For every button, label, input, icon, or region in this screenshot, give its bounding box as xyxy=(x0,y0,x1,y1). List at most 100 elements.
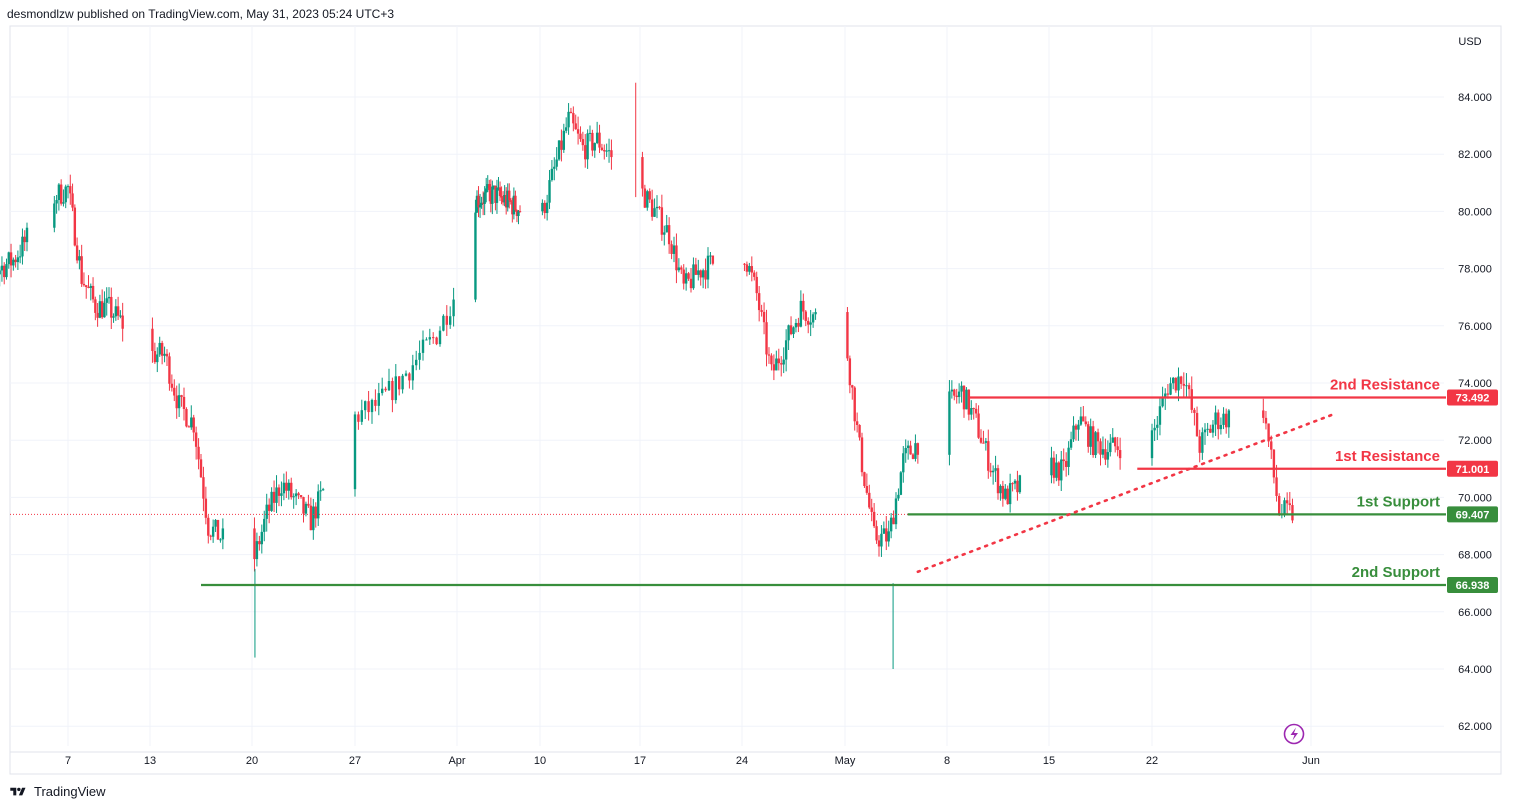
candle-body xyxy=(82,283,86,286)
candle-body xyxy=(211,526,215,537)
candle-body xyxy=(207,517,210,536)
candle-body xyxy=(753,272,756,277)
candle-body xyxy=(1084,421,1087,425)
candle-body xyxy=(21,236,24,257)
candle-body xyxy=(541,202,544,212)
level-label: 2nd Support xyxy=(1352,564,1440,581)
y-tick-label: 72.000 xyxy=(1458,435,1492,447)
y-tick-label: 78.000 xyxy=(1458,264,1492,276)
candle-body xyxy=(512,195,516,215)
candle-body xyxy=(514,195,517,211)
tradingview-logo-icon xyxy=(10,787,26,795)
candle-body xyxy=(701,270,705,278)
candle-body xyxy=(868,492,871,508)
candle-body xyxy=(1013,480,1017,484)
grid xyxy=(10,26,1444,746)
candle-body xyxy=(314,506,317,519)
candle-body xyxy=(996,468,1000,494)
candle-body xyxy=(408,373,411,381)
candle-body xyxy=(1072,425,1075,440)
lightning-icon[interactable] xyxy=(1283,723,1305,745)
candle-body xyxy=(1064,461,1068,467)
candle-body xyxy=(977,413,980,438)
candle-body xyxy=(772,364,776,371)
candle-body xyxy=(1179,376,1183,384)
candle-body xyxy=(204,498,208,518)
candle-body xyxy=(475,195,479,213)
candle-body xyxy=(653,208,656,217)
candle-body xyxy=(560,140,563,150)
x-tick-label: Apr xyxy=(448,755,465,767)
y-tick-label: 74.000 xyxy=(1458,378,1492,390)
candle-body xyxy=(1087,424,1090,447)
candle-body xyxy=(885,528,888,542)
candle-body xyxy=(1050,457,1053,476)
level-price-text: 73.492 xyxy=(1456,393,1490,405)
y-tick-label: 68.000 xyxy=(1458,550,1492,562)
candle-body xyxy=(485,188,488,193)
candle-body xyxy=(299,495,303,498)
candle-body xyxy=(187,426,191,428)
level-price-text: 69.407 xyxy=(1456,509,1490,521)
candle-body xyxy=(1006,488,1009,505)
candle-body xyxy=(481,202,485,204)
candle-body xyxy=(914,443,917,459)
candle-body xyxy=(1069,439,1073,448)
candle-body xyxy=(858,424,861,438)
candle-body xyxy=(1164,393,1167,398)
candle-body xyxy=(258,541,261,545)
x-tick-label: 24 xyxy=(736,755,748,767)
candle-body xyxy=(121,315,124,329)
candle-body xyxy=(962,385,966,410)
candle-body xyxy=(1206,428,1209,430)
candle-body xyxy=(682,269,685,284)
candle-body xyxy=(743,263,746,265)
candle-body xyxy=(500,196,503,198)
y-tick-label: 76.000 xyxy=(1458,321,1492,333)
price-axis[interactable]: 62.000 64.000 66.000 68.000 70.000 72.000 74.0… xyxy=(1458,92,1492,733)
candle-body xyxy=(442,315,445,331)
candle-body xyxy=(809,322,812,325)
candle-body xyxy=(697,270,700,275)
candle-body xyxy=(1272,449,1276,478)
candle-body xyxy=(87,286,90,288)
candle-body xyxy=(199,459,203,478)
candle-body xyxy=(689,278,693,289)
candle-body xyxy=(711,255,715,264)
candle-body xyxy=(784,340,788,360)
candle-body xyxy=(175,395,178,409)
candle-body xyxy=(593,143,596,151)
candle-body xyxy=(197,446,200,460)
candle-body xyxy=(887,531,890,542)
footer-brand[interactable]: TradingView xyxy=(8,784,106,799)
candle-body xyxy=(853,387,856,422)
time-axis[interactable]: 7 13 20 27 Apr 10 17 24 May 8 15 22 Jun xyxy=(10,751,1501,767)
candle-body xyxy=(646,191,649,208)
candle-body xyxy=(1174,377,1178,391)
candle-body xyxy=(1109,442,1112,453)
candle-body xyxy=(595,132,599,144)
candle-body xyxy=(557,140,561,160)
level-label: 2nd Resistance xyxy=(1330,377,1440,394)
candle-body xyxy=(304,503,308,514)
level-price-text: 66.938 xyxy=(1456,580,1490,592)
candle-body xyxy=(1219,424,1223,430)
candle-body xyxy=(1209,428,1212,433)
candle-body xyxy=(5,264,8,278)
x-tick-label: 17 xyxy=(634,755,646,767)
candle-body xyxy=(677,267,681,271)
candle-body xyxy=(762,311,766,323)
candle-body xyxy=(25,227,29,243)
candle-body xyxy=(545,202,549,214)
y-tick-label: 70.000 xyxy=(1458,492,1492,504)
x-tick-label: 22 xyxy=(1146,755,1158,767)
candle-body xyxy=(391,380,394,401)
candle-body xyxy=(989,470,992,473)
candle-body xyxy=(66,186,70,188)
candle-body xyxy=(684,273,688,284)
candle-body xyxy=(960,385,963,392)
candle-body xyxy=(1161,397,1164,407)
chart-frame xyxy=(9,25,1502,775)
candle-body xyxy=(586,133,589,160)
